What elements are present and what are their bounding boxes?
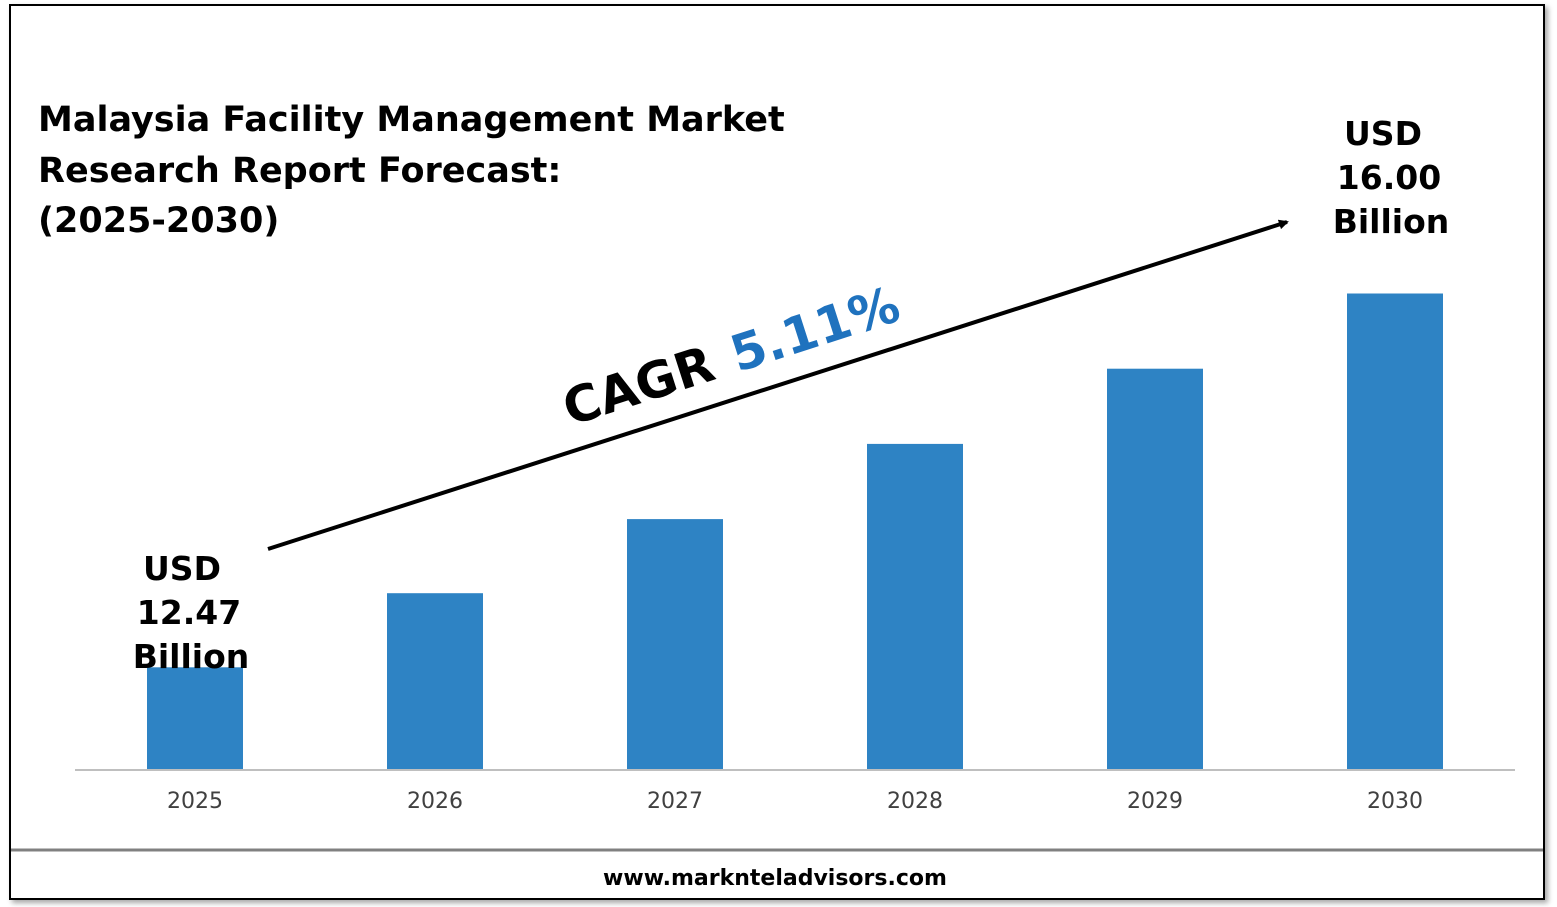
start-value-line-1: USD bbox=[143, 549, 221, 588]
bar-2026 bbox=[387, 593, 483, 770]
cagr-annotation: CAGR 5.11% bbox=[556, 275, 906, 437]
bar-2030 bbox=[1347, 293, 1443, 770]
x-tick-label-2025: 2025 bbox=[167, 789, 223, 814]
x-tick-label-2027: 2027 bbox=[647, 789, 703, 814]
end-value-line-2: 16.00 bbox=[1337, 158, 1441, 197]
x-tick-label-2028: 2028 bbox=[887, 789, 943, 814]
chart-title-line-2: Research Report Forecast: bbox=[38, 151, 561, 191]
bar-group bbox=[147, 293, 1443, 770]
start-value-line-2: 12.47 bbox=[137, 593, 241, 632]
chart-frame bbox=[9, 4, 1545, 900]
cagr-label: CAGR bbox=[556, 335, 721, 438]
bar-2029 bbox=[1107, 368, 1203, 770]
bar-2025 bbox=[147, 667, 243, 770]
bar-2027 bbox=[627, 519, 723, 770]
chart-title-line-1: Malaysia Facility Management Market bbox=[38, 100, 785, 140]
x-tick-label-2029: 2029 bbox=[1127, 789, 1183, 814]
chart-title-line-3: (2025-2030) bbox=[38, 201, 279, 241]
footer-url[interactable]: www.marknteladvisors.com bbox=[603, 866, 947, 891]
bar-2028 bbox=[867, 443, 963, 770]
x-tick-label-2026: 2026 bbox=[407, 789, 463, 814]
x-tick-label-2030: 2030 bbox=[1367, 789, 1423, 814]
start-value-line-3: Billion bbox=[133, 637, 250, 676]
x-tick-group: 2025 2026 2027 2028 2029 2030 bbox=[167, 789, 1423, 814]
end-value-line-1: USD bbox=[1344, 114, 1422, 153]
end-value-line-3: Billion bbox=[1333, 202, 1450, 241]
cagr-arrow bbox=[267, 219, 1289, 551]
cagr-value: 5.11% bbox=[724, 275, 907, 383]
